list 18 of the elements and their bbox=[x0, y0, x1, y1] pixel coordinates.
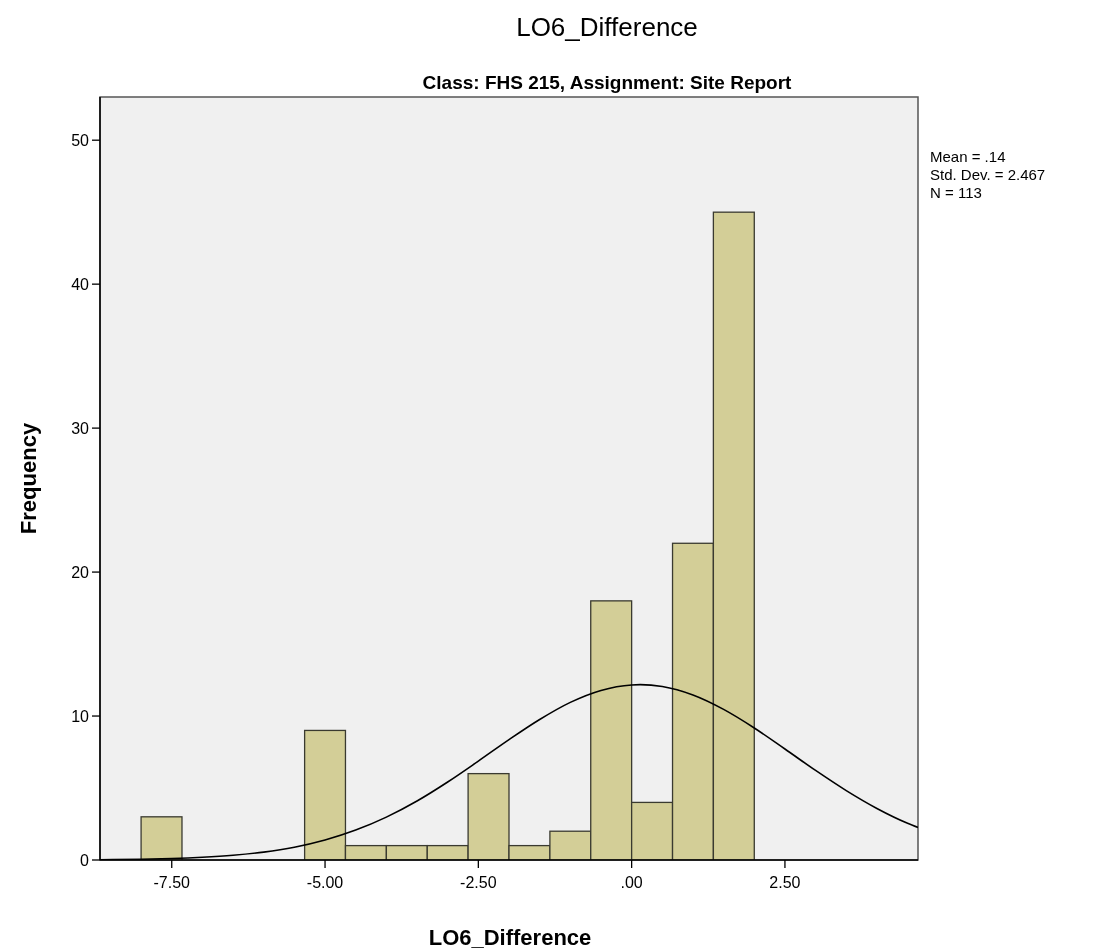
text: Std. Dev. = 2.467 bbox=[930, 166, 1046, 183]
y-tick-label: 40 bbox=[71, 275, 90, 293]
x-tick-label: -5.00 bbox=[306, 874, 344, 891]
y-tick-label: 20 bbox=[71, 563, 90, 581]
chart-title: LO6_Difference bbox=[516, 12, 698, 42]
y-tick-label: 10 bbox=[71, 707, 90, 725]
chart-subtitle: Class: FHS 215, Assignment: Site Report bbox=[422, 72, 793, 93]
x-tick-label: -7.50 bbox=[153, 874, 191, 891]
x-tick-label: -2.50 bbox=[460, 874, 497, 891]
y-tick-label: 0 bbox=[80, 851, 90, 869]
text: Mean = .14 bbox=[930, 148, 1006, 165]
y-tick-label: 50 bbox=[71, 131, 90, 149]
x-axis-title: LO6_Difference bbox=[428, 925, 592, 950]
text: N = 113 bbox=[930, 184, 982, 201]
x-tick-label: 2.50 bbox=[769, 874, 801, 891]
y-axis-title: Frequency bbox=[16, 422, 41, 535]
y-tick-label: 30 bbox=[71, 419, 90, 437]
x-tick-label: .00 bbox=[620, 874, 643, 891]
